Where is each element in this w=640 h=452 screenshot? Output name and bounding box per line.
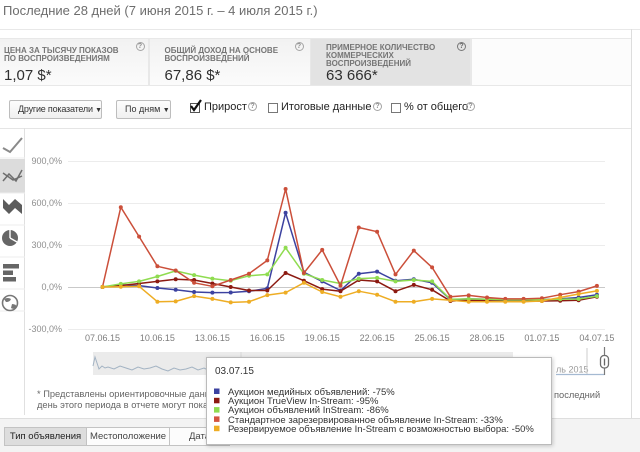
svg-text:25.06.15: 25.06.15	[415, 333, 450, 343]
svg-text:16.06.15: 16.06.15	[250, 333, 285, 343]
svg-text:07.06.15: 07.06.15	[85, 333, 120, 343]
svg-text:04.07.15: 04.07.15	[579, 333, 614, 343]
svg-text:01.07.15: 01.07.15	[524, 333, 559, 343]
svg-text:300,0%: 300,0%	[31, 240, 62, 250]
svg-text:600,0%: 600,0%	[31, 198, 62, 208]
svg-text:19.06.15: 19.06.15	[305, 333, 340, 343]
svg-text:-300,0%: -300,0%	[28, 324, 62, 334]
svg-text:13.06.15: 13.06.15	[195, 333, 230, 343]
svg-text:900,0%: 900,0%	[31, 156, 62, 166]
svg-text:ль 2015: ль 2015	[556, 365, 588, 375]
svg-text:28.06.15: 28.06.15	[469, 333, 504, 343]
svg-text:10.06.15: 10.06.15	[140, 333, 175, 343]
svg-text:22.06.15: 22.06.15	[360, 333, 395, 343]
svg-text:0,0%: 0,0%	[41, 282, 62, 292]
